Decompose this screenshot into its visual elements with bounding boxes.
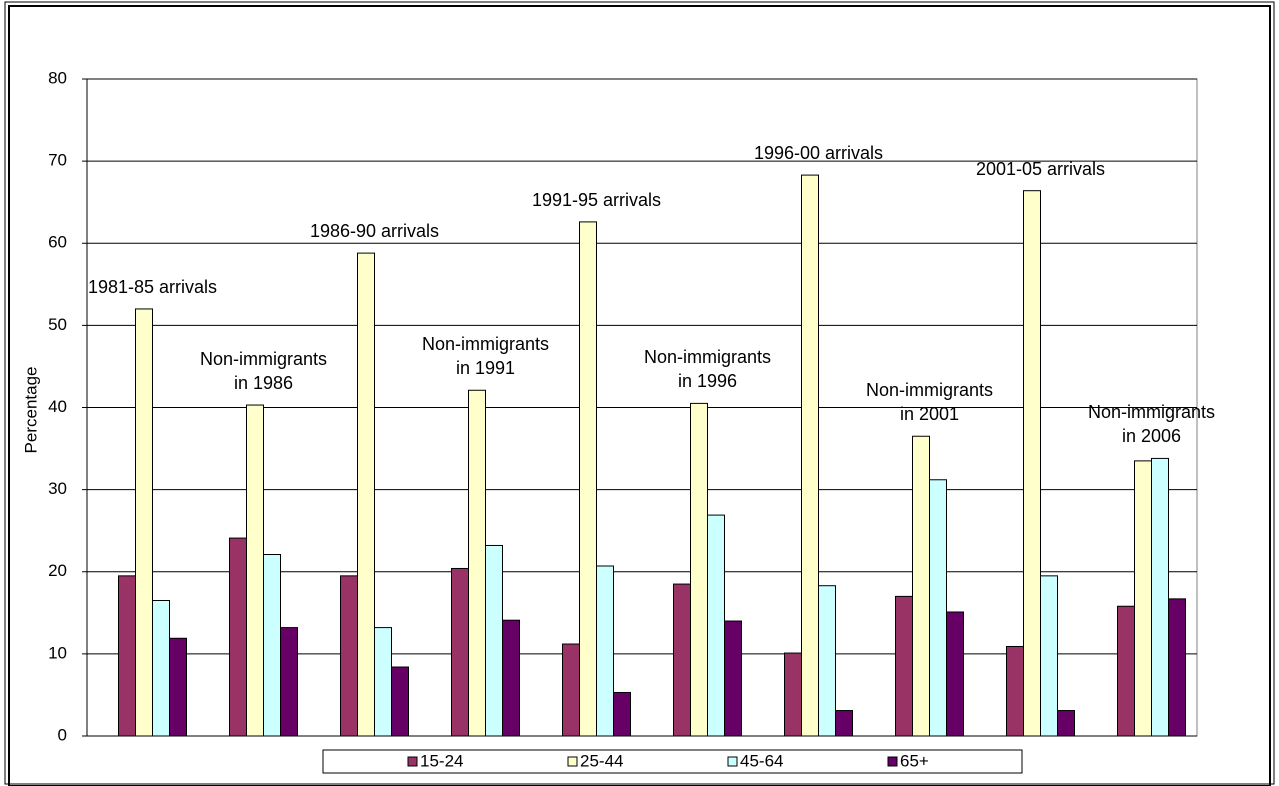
- bar: [895, 595, 913, 737]
- bar: [118, 575, 136, 737]
- bar: [596, 565, 614, 737]
- y-tick-label: 40: [48, 397, 67, 416]
- bar: [1117, 605, 1135, 737]
- legend-swatch: [887, 756, 898, 767]
- bar: [357, 252, 375, 737]
- legend-label: 15-24: [420, 751, 463, 770]
- bar: [152, 599, 170, 737]
- bar: [690, 402, 708, 737]
- legend-label: 25-44: [580, 751, 623, 770]
- group-label: 1986-90 arrivals: [309, 221, 440, 242]
- group-label: 1981-85 arrivals: [87, 276, 218, 297]
- frame-outer: [4, 1, 1275, 785]
- bar: [391, 666, 409, 737]
- y-tick-label: 70: [48, 151, 67, 170]
- bar: [263, 554, 281, 737]
- bar: [835, 710, 853, 737]
- y-tick-label: 20: [48, 561, 67, 580]
- y-axis-title: Percentage: [21, 367, 40, 454]
- y-tick-label: 30: [48, 479, 67, 498]
- bar: [1023, 190, 1041, 737]
- group-label: Non-immigrants in 1996: [643, 347, 772, 392]
- group-label: Non-immigrants in 1986: [199, 349, 328, 394]
- bar: [135, 308, 153, 737]
- bar: [169, 637, 187, 737]
- group-label: 2001-05 arrivals: [975, 158, 1106, 179]
- legend-box: [322, 749, 1023, 774]
- legend-label: 45-64: [740, 751, 783, 770]
- bar: [1057, 710, 1075, 737]
- bar: [818, 585, 836, 737]
- bar: [451, 567, 469, 737]
- bar: [562, 643, 580, 737]
- group-label: Non-immigrants in 2006: [1087, 402, 1216, 447]
- legend-swatch: [727, 756, 738, 767]
- bar: [485, 544, 503, 737]
- group-label: Non-immigrants in 1991: [421, 334, 550, 379]
- bar: [1151, 457, 1169, 737]
- bar: [246, 404, 264, 737]
- bar: [673, 583, 691, 737]
- frame-inner: [8, 5, 1271, 786]
- group-label: Non-immigrants in 2001: [865, 380, 994, 425]
- legend-swatch: [407, 756, 418, 767]
- y-tick-label: 60: [48, 233, 67, 252]
- y-tick-label: 0: [58, 725, 67, 744]
- bar: [946, 611, 964, 737]
- bar: [579, 221, 597, 737]
- group-label: 1996-00 arrivals: [753, 143, 884, 164]
- bar: [502, 619, 520, 737]
- bar: [801, 174, 819, 737]
- bar: [229, 537, 247, 737]
- bar: [1134, 460, 1152, 737]
- bar: [912, 435, 930, 737]
- bar: [1168, 598, 1186, 737]
- legend-swatch: [567, 756, 578, 767]
- y-tick-label: 10: [48, 643, 67, 662]
- group-label: 1991-95 arrivals: [531, 189, 662, 210]
- y-tick-label: 80: [48, 68, 67, 87]
- bar: [1040, 575, 1058, 737]
- bar: [613, 691, 631, 737]
- legend-label: 65+: [900, 751, 929, 770]
- bar: [468, 389, 486, 737]
- bar: [1006, 645, 1024, 737]
- bar: [340, 575, 358, 737]
- bar: [707, 514, 725, 737]
- y-tick-label: 50: [48, 315, 67, 334]
- bar: [784, 652, 802, 737]
- bar: [724, 620, 742, 737]
- bar: [929, 479, 947, 737]
- bar: [374, 627, 392, 737]
- bar: [280, 627, 298, 737]
